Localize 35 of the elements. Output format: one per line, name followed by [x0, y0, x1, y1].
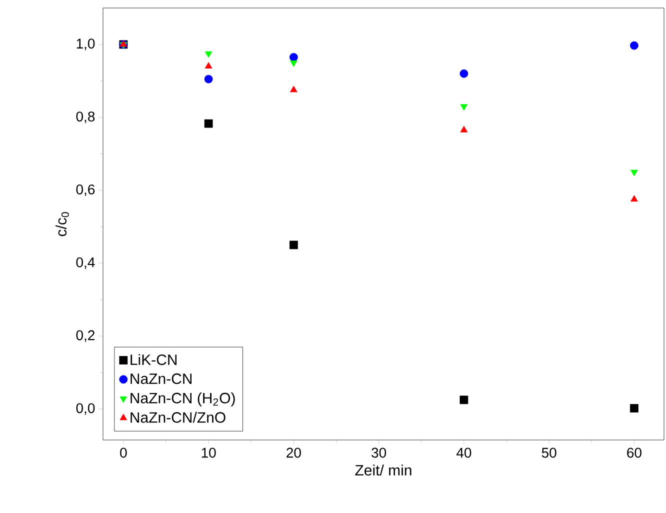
x-tick-label: 40	[456, 448, 472, 458]
point	[289, 53, 298, 62]
point	[630, 404, 638, 412]
y-axis-title: c/c$_{0}$	[56, 212, 69, 236]
point	[204, 51, 212, 58]
y-tick-label: 0,6	[76, 184, 95, 196]
point	[460, 126, 468, 132]
y-tick-label: 1,0	[76, 38, 95, 50]
point	[204, 119, 213, 128]
point	[460, 104, 468, 111]
legend-label: LiK-CN	[130, 354, 177, 366]
point	[460, 69, 468, 78]
point	[630, 195, 638, 202]
x-tick-label: 60	[627, 448, 642, 458]
point	[630, 170, 638, 176]
legend-label: NaZn-CN (H$_{2}$O)	[130, 392, 235, 406]
y-tick-label: 0,8	[76, 112, 95, 124]
point	[290, 86, 298, 92]
legend-label: NaZn-CN/ZnO	[130, 412, 226, 423]
x-tick-label: 0	[120, 448, 127, 458]
x-tick-label: 20	[286, 448, 301, 458]
y-tick-label: 0,0	[76, 403, 95, 415]
y-tick-label: 0,4	[76, 257, 95, 269]
x-tick-label: 50	[542, 448, 556, 458]
point	[290, 60, 298, 67]
legend-label: NaZn-CN	[130, 373, 192, 384]
x-axis-title: Zeit/ min	[355, 464, 412, 476]
x-tick-label: 30	[372, 448, 386, 458]
point	[630, 41, 638, 50]
point	[460, 396, 468, 404]
x-tick-label: 10	[202, 448, 216, 458]
point	[289, 240, 298, 250]
point	[204, 74, 213, 84]
y-tick-label: 0,2	[76, 330, 95, 342]
point	[204, 62, 212, 69]
